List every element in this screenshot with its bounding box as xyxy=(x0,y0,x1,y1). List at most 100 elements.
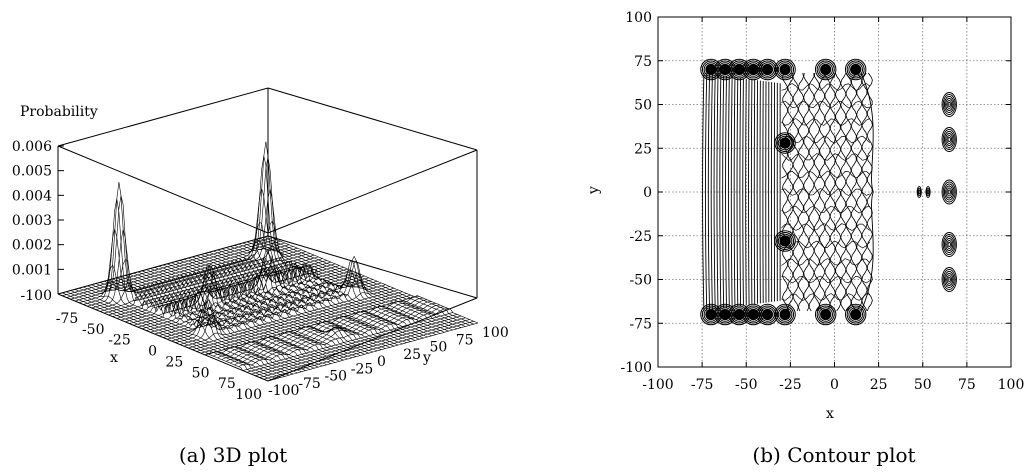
contour-line xyxy=(722,75,725,309)
contour-line xyxy=(850,72,858,312)
contour-line xyxy=(866,72,873,312)
contour-ring xyxy=(730,60,749,79)
x-tick-label: -100 xyxy=(642,377,673,393)
caption-contour-plot: (b) Contour plot xyxy=(752,443,915,467)
surface-mesh-line xyxy=(192,249,403,345)
contour-ring xyxy=(946,187,953,197)
contour-ring xyxy=(774,58,796,81)
z-axis-ticks: 0.001 0.002 0.003 0.004 0.005 0.006 xyxy=(12,139,64,278)
x-tick-label-3d: -50 xyxy=(82,322,105,338)
contour-ring xyxy=(733,63,745,76)
surface-mesh-line xyxy=(62,292,273,381)
contour-line xyxy=(725,76,727,308)
contour-ring xyxy=(701,60,720,79)
contour-peak xyxy=(780,309,791,320)
surface-mesh-line xyxy=(171,262,382,350)
x-tick-label: 0 xyxy=(830,377,839,393)
contour-ring xyxy=(941,179,957,205)
contour-line xyxy=(813,72,820,312)
surface-mesh-line xyxy=(225,247,437,335)
contour-line xyxy=(781,135,871,144)
surface-mesh-line xyxy=(99,282,311,370)
contour-line xyxy=(781,153,871,161)
contour-ring xyxy=(848,307,863,322)
contour-peak xyxy=(720,309,731,320)
y-tick-label-3d: 25 xyxy=(403,347,421,363)
contour-ring xyxy=(774,132,796,154)
surface-mesh-line xyxy=(91,195,302,372)
contour-ring xyxy=(703,62,719,77)
contour-peak xyxy=(780,138,791,148)
surface-mesh-line xyxy=(66,291,277,379)
surface-mesh-line xyxy=(57,293,269,382)
surface-mesh-line xyxy=(125,275,336,363)
surface-mesh-line xyxy=(183,258,395,347)
contour-line xyxy=(781,170,871,179)
contour-ring xyxy=(947,242,951,247)
contour-ring xyxy=(776,232,795,250)
contour-ring xyxy=(818,62,833,77)
surface-mesh-line xyxy=(179,260,390,348)
y-tick-label-3d: 0 xyxy=(377,354,386,370)
surface-mesh-line xyxy=(259,238,470,326)
contour-peak xyxy=(780,236,791,246)
contour-ring xyxy=(820,63,832,76)
contour-line xyxy=(781,118,870,126)
contour-ring xyxy=(946,100,953,109)
z-tick-label: 0.005 xyxy=(12,164,52,180)
contour-ring xyxy=(744,60,763,79)
surface-mesh-line xyxy=(234,156,445,333)
contour-ring xyxy=(942,129,956,150)
contour-peak xyxy=(720,64,731,75)
contour-line xyxy=(781,83,871,91)
contour-lines xyxy=(700,58,957,326)
contour-line xyxy=(797,72,805,312)
contour-ring xyxy=(719,308,731,321)
contour-ring xyxy=(918,189,921,195)
contour-ring xyxy=(926,189,930,195)
contour-ring xyxy=(818,307,833,322)
contour-ring xyxy=(946,135,953,144)
contour-peak xyxy=(820,309,831,320)
contour-line xyxy=(819,72,826,312)
contour-ring xyxy=(943,236,955,253)
contour-ring xyxy=(941,232,957,257)
contour-line xyxy=(745,78,747,306)
surface-mesh-line xyxy=(104,280,315,369)
contour-line xyxy=(702,72,705,312)
contour-ring xyxy=(761,308,774,321)
surface-mesh-line xyxy=(70,290,281,378)
contour-peak xyxy=(762,64,773,75)
contour-ring xyxy=(945,133,954,146)
contour-ring xyxy=(733,308,745,321)
contour-ring xyxy=(774,303,796,326)
floor-edge xyxy=(267,235,478,299)
contour-line xyxy=(742,78,744,306)
surface-mesh-line xyxy=(116,277,327,366)
contour-ring xyxy=(705,63,717,76)
top-edge xyxy=(57,145,269,234)
surface-mesh-line xyxy=(200,254,411,342)
contour-ring xyxy=(777,62,793,77)
contour-ring xyxy=(916,186,922,198)
contour-line xyxy=(710,74,713,310)
contour-line xyxy=(748,79,750,305)
contour-line xyxy=(739,77,742,307)
x-tick-label-3d: -100 xyxy=(21,288,52,304)
surface-mesh-line xyxy=(175,261,386,349)
z-axis-label: Probability xyxy=(20,104,98,120)
contour-ring xyxy=(717,307,733,322)
surface-mesh-line xyxy=(108,279,319,368)
contour-line xyxy=(719,75,722,309)
contour-ring xyxy=(777,233,793,249)
contour-ring xyxy=(776,134,795,152)
y-tick-label: -100 xyxy=(621,360,652,376)
contour-ring xyxy=(779,308,791,321)
surface-mesh-line xyxy=(129,273,340,362)
x-tick-label: 50 xyxy=(914,377,932,393)
surface-mesh-line xyxy=(263,236,474,325)
surface-mesh-line xyxy=(204,253,416,341)
y-tick-label-3d: -25 xyxy=(351,361,374,377)
contour-ring xyxy=(758,305,777,324)
